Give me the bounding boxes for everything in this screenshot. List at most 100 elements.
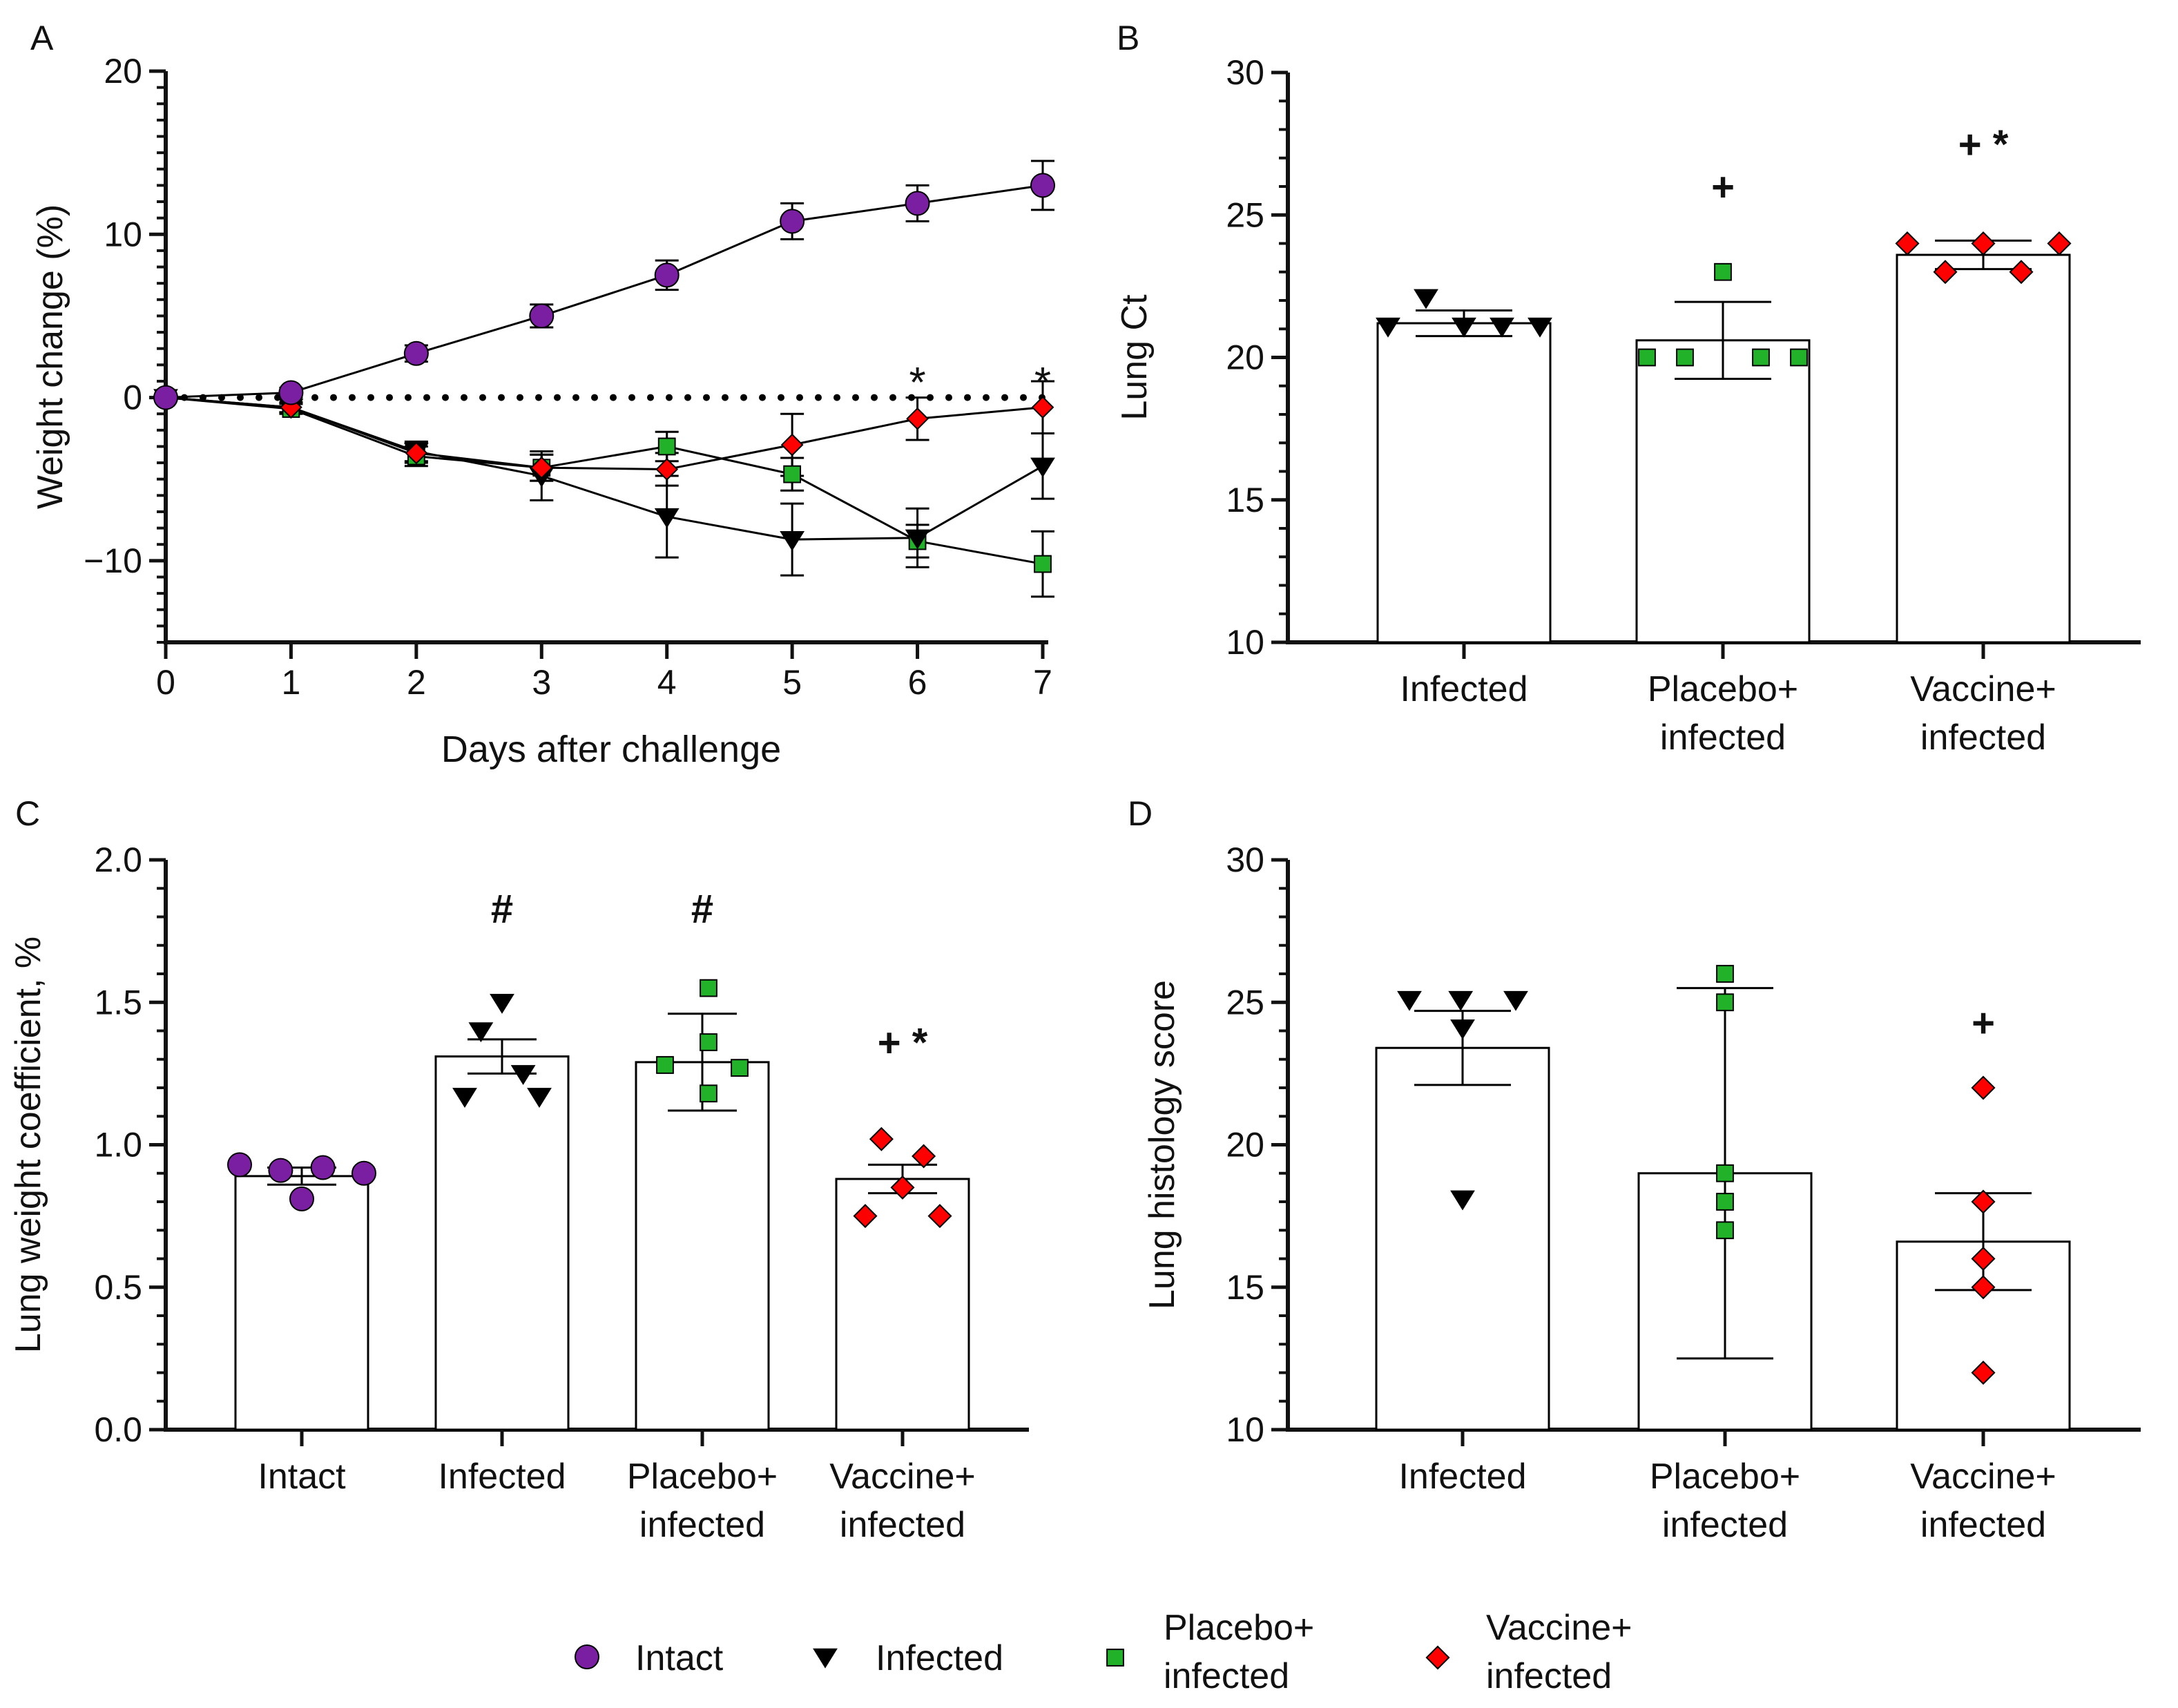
- data-point-placebo: [700, 1033, 717, 1051]
- data-point-placebo: [731, 1059, 749, 1077]
- data-point-intact: [153, 385, 178, 410]
- series-line-intact: [165, 184, 1043, 399]
- panel-a-x-tick-label: 4: [657, 663, 677, 702]
- panel-c-category-label: Intact: [258, 1457, 346, 1497]
- data-point-infected: [1503, 990, 1528, 1011]
- data-point-intact: [654, 262, 680, 288]
- series-line-placebo: [165, 396, 1043, 566]
- panel-d-category-label: Placebo+: [1650, 1457, 1800, 1497]
- lung-histology-chart: 10 15 20 25 30 Lung histology score Infected Pl…: [1142, 841, 2141, 1545]
- panel-label-a: A: [30, 19, 54, 57]
- panel-c-y-tick-label: 2.0: [94, 841, 142, 879]
- data-point-infected: [654, 508, 680, 528]
- data-point-vaccine: [1971, 1189, 1996, 1214]
- data-point-infected: [1450, 1190, 1475, 1211]
- data-point-vaccine: [1971, 1246, 1996, 1272]
- panel-a-y-axis-label: Weight change (%): [30, 204, 70, 509]
- panel-b-y-tick-label: 20: [1226, 338, 1264, 377]
- panel-b-category-label: Vaccine+: [1910, 669, 2056, 709]
- panel-c-category-label: infected: [840, 1505, 965, 1545]
- data-point-infected: [1528, 317, 1552, 338]
- bar-infected: [1375, 1046, 1550, 1431]
- data-point-infected: [527, 1088, 552, 1108]
- data-point-infected: [1397, 990, 1422, 1011]
- data-point-infected: [1448, 990, 1474, 1011]
- data-point-vaccine: [780, 433, 804, 457]
- data-point-intact: [780, 209, 805, 234]
- data-point-placebo: [1716, 1221, 1734, 1240]
- panel-c-y-tick-label: 0.5: [94, 1268, 142, 1307]
- data-point-placebo: [1716, 965, 1734, 983]
- bar-vaccine: [1896, 253, 2071, 644]
- significance-mark: #: [491, 887, 513, 932]
- bar-infected: [434, 1055, 570, 1431]
- legend-label-placebo: infected: [1164, 1656, 1289, 1696]
- data-point-vaccine: [1971, 1075, 1996, 1100]
- panel-b-category-label: Infected: [1400, 669, 1528, 709]
- panel-d-category-label: infected: [1920, 1505, 2046, 1545]
- panel-a-y-tick-label: 10: [104, 215, 142, 253]
- panel-b-y-axis-label: Lung Ct: [1115, 294, 1155, 421]
- data-point-placebo: [1716, 1193, 1734, 1211]
- data-point-vaccine: [530, 456, 553, 479]
- significance-mark: + *: [1958, 122, 2009, 167]
- legend-label-vaccine: Vaccine+: [1486, 1608, 1632, 1648]
- panel-d-y-tick-label: 25: [1226, 983, 1264, 1021]
- data-point-vaccine: [869, 1126, 894, 1151]
- data-point-intact: [351, 1160, 376, 1186]
- data-point-placebo: [657, 437, 676, 456]
- panel-a-x-tick-label: 7: [1033, 663, 1052, 702]
- data-point-intact: [310, 1155, 336, 1180]
- data-point-placebo: [783, 465, 802, 483]
- panel-label-c: C: [15, 794, 40, 833]
- data-point-intact: [1030, 173, 1055, 198]
- bar-placebo: [1635, 339, 1811, 644]
- panel-b-category-label: infected: [1660, 718, 1786, 758]
- panel-d-y-tick-label: 15: [1226, 1268, 1264, 1307]
- data-point-placebo: [1638, 348, 1656, 367]
- significance-mark: +: [1711, 165, 1735, 210]
- panel-b-y-tick-label: 30: [1226, 53, 1264, 92]
- panel-a-x-axis-label: Days after challenge: [441, 729, 781, 770]
- bar-placebo: [635, 1061, 770, 1431]
- significance-mark: + *: [878, 1021, 928, 1066]
- data-point-vaccine: [1971, 231, 1996, 256]
- legend-label-intact: Intact: [635, 1638, 724, 1678]
- data-point-infected: [1490, 317, 1514, 338]
- panel-d-category-label: Vaccine+: [1910, 1457, 2056, 1497]
- data-point-intact: [278, 380, 304, 405]
- data-point-infected: [905, 529, 930, 550]
- legend-marker-intact: [575, 1644, 599, 1669]
- legend-marker-vaccine: [1425, 1645, 1450, 1670]
- panel-d-y-axis-label: Lung histology score: [1142, 980, 1182, 1309]
- data-point-placebo: [656, 1056, 674, 1074]
- panel-b-category-label: Placebo+: [1648, 669, 1798, 709]
- data-point-intact: [227, 1152, 252, 1178]
- data-point-intact: [268, 1158, 293, 1183]
- panel-c-category-label: Vaccine+: [829, 1457, 976, 1497]
- data-point-vaccine: [655, 458, 679, 481]
- panel-d-y-tick-label: 20: [1226, 1126, 1264, 1164]
- panel-b-category-label: infected: [1920, 718, 2046, 758]
- panel-label-d: D: [1128, 794, 1153, 833]
- significance-star: *: [909, 359, 926, 407]
- data-point-placebo: [700, 1084, 717, 1103]
- legend: Intact Infected Placebo+ infected Vaccine+ in…: [575, 1608, 1632, 1696]
- lung-ct-chart: 10 15 20 25 30 Lung Ct Infected Placebo+ infecte…: [1115, 53, 2141, 758]
- legend-marker-infected: [813, 1648, 838, 1669]
- data-point-vaccine: [2047, 231, 2072, 256]
- panel-c-category-label: Placebo+: [627, 1457, 778, 1497]
- data-point-infected: [1030, 457, 1055, 478]
- legend-label-infected: Infected: [876, 1638, 1003, 1678]
- panel-c-category-label: infected: [639, 1505, 765, 1545]
- data-point-vaccine: [405, 441, 428, 465]
- panel-a-x-tick-label: 2: [407, 663, 426, 702]
- data-point-placebo: [1676, 348, 1694, 367]
- legend-label-placebo: Placebo+: [1164, 1608, 1314, 1648]
- data-point-infected: [490, 994, 514, 1014]
- data-point-vaccine: [927, 1204, 952, 1229]
- data-point-infected: [1450, 1019, 1475, 1039]
- legend-label-vaccine: infected: [1486, 1656, 1612, 1696]
- data-point-placebo: [1034, 555, 1052, 573]
